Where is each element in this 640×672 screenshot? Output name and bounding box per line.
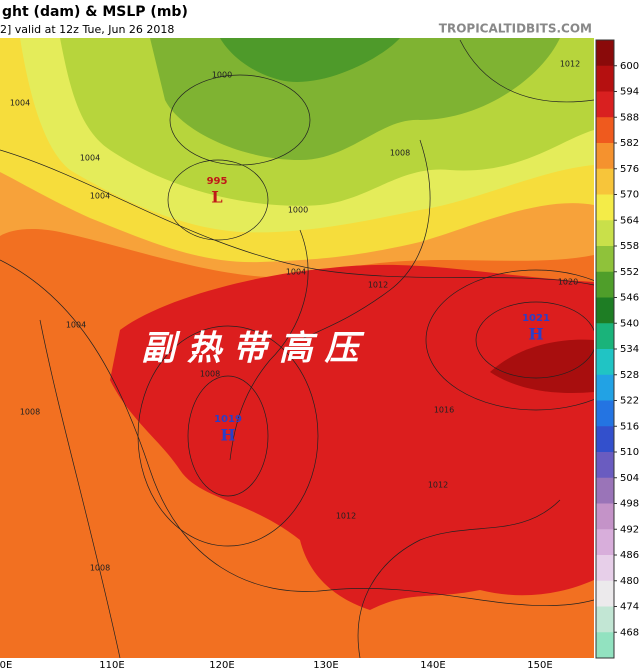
longitude-label: 130E (313, 660, 338, 671)
colorbar-cell (596, 529, 614, 556)
isobar-label: 1004 (66, 321, 86, 330)
colorbar-label: 468 (620, 627, 639, 638)
isobar-label: 1008 (20, 408, 40, 417)
colorbar-cell (596, 632, 614, 659)
colorbar-cell (596, 503, 614, 530)
isobar-label: 1012 (428, 481, 448, 490)
colorbar-label: 534 (620, 344, 639, 355)
center-value: 1019 (214, 414, 242, 425)
colorbar-cell (596, 168, 614, 195)
isobar-label: 1004 (80, 154, 100, 163)
colorbar-label: 522 (620, 396, 639, 407)
isobar-label: 1012 (336, 512, 356, 521)
colorbar-cell (596, 580, 614, 607)
colorbar-cell (596, 117, 614, 144)
colorbar-label: 510 (620, 447, 639, 458)
center-symbol: H (528, 325, 543, 344)
colorbar-label: 558 (620, 241, 639, 252)
isobar-label: 1012 (368, 281, 388, 290)
colorbar-label: 564 (620, 215, 639, 226)
colorbar-cell (596, 194, 614, 221)
colorbar-label: 498 (620, 499, 639, 510)
isobar-label: 1000 (212, 71, 232, 80)
colorbar-label: 480 (620, 576, 639, 587)
colorbar-label: 570 (620, 190, 639, 201)
colorbar-label: 474 (620, 602, 639, 613)
region (490, 339, 594, 393)
colorbar-label: 588 (620, 112, 639, 123)
colorbar-cell (596, 220, 614, 247)
colorbar-cell (596, 91, 614, 118)
isobar-label: 1008 (200, 370, 220, 379)
longitude-label: 140E (420, 660, 445, 671)
colorbar-label: 546 (620, 293, 639, 304)
isobar-label: 1020 (558, 278, 578, 287)
colorbar-label: 576 (620, 164, 639, 175)
title: ght (dam) & MSLP (mb) (2, 4, 188, 20)
center-value: 1021 (522, 313, 550, 324)
colorbar-label: 552 (620, 267, 639, 278)
isobar-label: 1004 (10, 99, 30, 108)
longitude-label: 120E (209, 660, 234, 671)
colorbar-label: 516 (620, 421, 639, 432)
colorbar-cell (596, 246, 614, 273)
colorbar-cell (596, 271, 614, 298)
colorbar-label: 582 (620, 138, 639, 149)
colorbar-label: 528 (620, 370, 639, 381)
colorbar-cell (596, 65, 614, 92)
center-symbol: H (220, 426, 235, 445)
center-value: 995 (207, 176, 228, 187)
isobar-label: 1008 (390, 149, 410, 158)
colorbar-label: 594 (620, 87, 639, 98)
center-symbol: L (211, 188, 222, 207)
region-label: 副 热 带 高 压 (141, 329, 364, 369)
map (0, 38, 594, 658)
colorbar-label: 540 (620, 318, 639, 329)
colorbar: 600 594 588 582 576 570 564 558 552 546 540 534 528 5… (595, 39, 639, 659)
isobar-label: 1012 (560, 60, 580, 69)
colorbar-label: 486 (620, 550, 639, 561)
longitude-label: 150E (527, 660, 552, 671)
colorbar-cell (596, 143, 614, 170)
region (110, 264, 594, 610)
longitude-label: 110E (99, 660, 124, 671)
colorbar-cell (596, 555, 614, 582)
longitude-label: 0E (0, 660, 12, 671)
watermark: TROPICALTIDBITS.COM (439, 22, 592, 36)
isobar-label: 1000 (288, 206, 308, 215)
colorbar-cell (596, 426, 614, 453)
colorbar-cell (596, 323, 614, 350)
colorbar-cell (596, 349, 614, 376)
isobar-label: 1004 (90, 192, 110, 201)
subtitle: 2] valid at 12z Tue, Jun 26 2018 (0, 23, 174, 36)
colorbar-label: 504 (620, 473, 639, 484)
colorbar-label: 600 (620, 61, 639, 72)
colorbar-label: 492 (620, 524, 639, 535)
isobar-label: 1016 (434, 406, 454, 415)
region (220, 38, 400, 82)
isobar-label: 1008 (90, 564, 110, 573)
colorbar-cell (596, 400, 614, 427)
colorbar-cell (596, 606, 614, 633)
colorbar-cell (596, 452, 614, 479)
colorbar-cell (596, 374, 614, 401)
colorbar-cell (596, 297, 614, 324)
isobars (0, 39, 594, 658)
colorbar-cell (596, 477, 614, 504)
isobar-label: 1004 (286, 268, 306, 277)
colorbar-cell (596, 40, 614, 67)
